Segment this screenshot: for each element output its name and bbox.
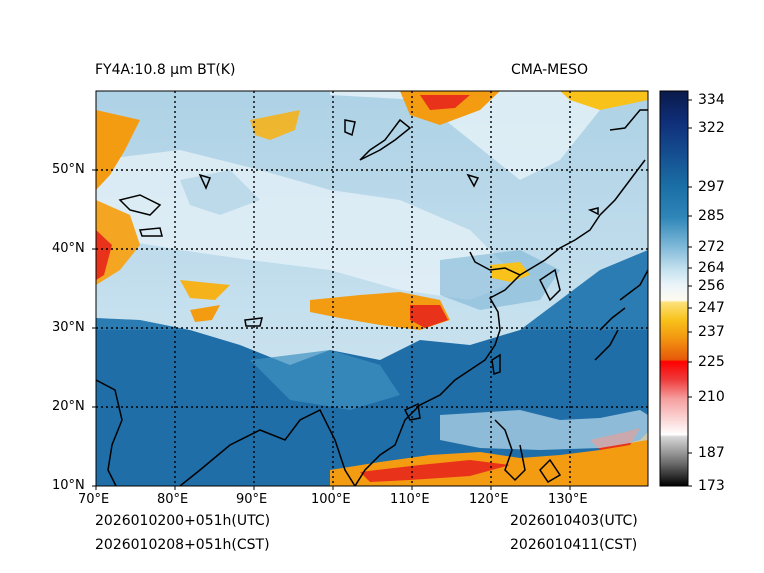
gridlines [96,91,648,486]
coastlines [96,109,648,486]
colorbar-label-187: 187 [698,445,725,461]
init-time-cst: 2026010208+051h(CST) [95,537,270,553]
coldest-top-sichuan [410,305,448,328]
cold-top-siberia [250,110,300,140]
init-time-utc: 2026010200+051h(UTC) [95,513,271,529]
lon-label-80: 80°E [157,492,189,507]
valid-time-utc: 2026010403(UTC) [510,513,638,529]
colorbar-label-225: 225 [698,354,725,370]
lon-label-90: 90°E [236,492,268,507]
colorbar-label-272: 272 [698,239,725,255]
cloud-south-china-sea [440,410,648,450]
colorbar-label-210: 210 [698,389,725,405]
clear-patch-east-china [440,250,560,310]
colorbar-label-297: 297 [698,179,725,195]
clear-patch-south [250,350,400,410]
cold-top-tibet-2 [190,305,220,322]
model-name: CMA-MESO [511,62,589,78]
lon-label-110: 110°E [390,492,430,507]
colorbar-frame [659,90,689,487]
colorbar [660,91,688,486]
colorbar-label-256: 256 [698,278,725,294]
map-title: FY4A:10.8 µm BT(K) [95,62,236,78]
lon-label-130: 130°E [548,492,588,507]
coldest-top-south-band [360,460,510,482]
lon-label-120: 120°E [469,492,509,507]
clear-patch-west [180,170,260,215]
colorbar-ticks [688,99,692,487]
lat-label-40: 40°N [52,241,85,256]
colorbar-label-247: 247 [698,300,725,316]
lat-label-20: 20°N [52,399,85,414]
cold-top-northeast [560,91,648,110]
colorbar-label-334: 334 [698,92,725,108]
lat-label-30: 30°N [52,320,85,335]
lon-label-70: 70°E [78,492,110,507]
cold-top-bohai [490,262,530,282]
coldest-top-north [420,95,470,110]
lat-label-10: 10°N [52,478,85,493]
satellite-image [96,91,648,486]
colorbar-label-237: 237 [698,324,725,340]
map-frame [95,90,649,487]
colorbar-label-322: 322 [698,120,725,136]
axis-ticks [92,169,571,490]
cold-top-west-3 [96,230,112,280]
cloud-band-northeast [330,91,648,180]
cold-top-tibet [180,280,230,300]
valid-time-cst: 2026010411(CST) [510,537,638,553]
lat-label-50: 50°N [52,162,85,177]
colorbar-label-264: 264 [698,260,725,276]
colorbar-label-173: 173 [698,478,725,494]
lon-label-100: 100°E [311,492,351,507]
colorbar-label-285: 285 [698,208,725,224]
